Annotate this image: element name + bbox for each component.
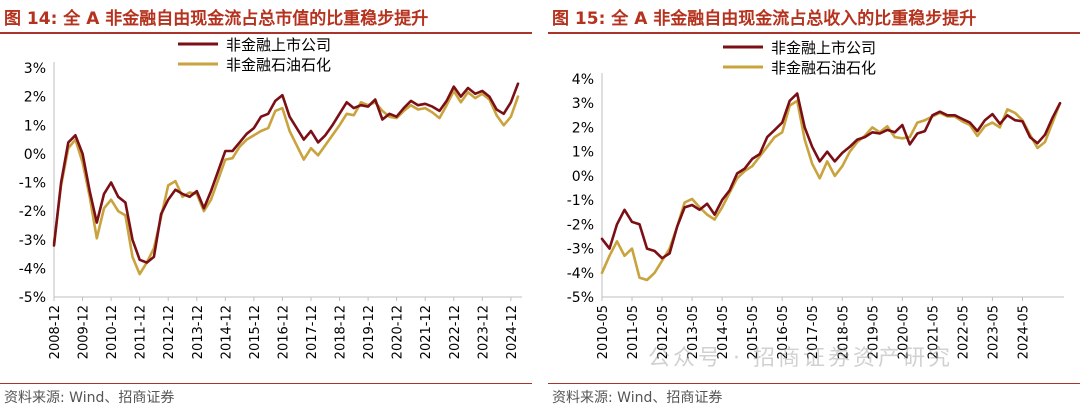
x-tick-label: 2011-05 [626, 305, 641, 359]
y-tick-label: 3% [24, 61, 46, 77]
chart-title: 图 14: 全 A 非金融自由现金流占总市值的比重稳步提升 [4, 4, 428, 29]
x-tick-label: 2013-05 [686, 305, 701, 359]
y-tick-label: 2% [24, 90, 46, 106]
x-tick-label: 2014-12 [219, 305, 234, 359]
x-tick-label: 2019-12 [362, 305, 377, 359]
line-chart: 4% 3% 2% 1% 0% -1% -2% -3% -4% -5%2010-05 2011-05 2… [567, 39, 1064, 359]
line-chart: 3% 2% 1% 0% -1% -2% -3% -4% -5%2008-12 2009-12 201… [19, 36, 522, 359]
x-tick-label: 2023-05 [986, 305, 1001, 359]
x-tick-label: 2009-12 [77, 305, 92, 359]
y-tick-label: -1% [567, 193, 594, 209]
title-divider [548, 32, 1080, 34]
x-tick-label: 2012-12 [162, 305, 177, 359]
x-tick-label: 2023-12 [476, 305, 491, 359]
x-tick-label: 2022-05 [956, 305, 971, 359]
x-tick-label: 2008-12 [48, 305, 63, 359]
x-tick-label: 2018-12 [334, 305, 349, 359]
y-tick-label: 2% [572, 120, 594, 136]
x-tick-label: 2010-12 [105, 305, 120, 359]
right-chart-panel: 图 15: 全 A 非金融自由现金流占总收入的比重稳步提升 4% 3% 2% 1% 0%… [548, 0, 1080, 408]
y-tick-label: -1% [19, 176, 46, 192]
y-tick-label: -5% [567, 290, 594, 306]
y-tick-label: 1% [24, 118, 46, 134]
x-tick-label: 2013-12 [191, 305, 206, 359]
y-tick-label: -3% [567, 242, 594, 258]
figure-title: 全 A 非金融自由现金流占总市值的比重稳步提升 [63, 9, 429, 29]
figure-label: 图 14: [4, 9, 58, 29]
legend-label: 非金融石油石化 [771, 59, 876, 77]
y-tick-label: -2% [19, 204, 46, 220]
x-tick-label: 2010-05 [596, 305, 611, 359]
x-tick-label: 2024-12 [505, 305, 520, 359]
y-tick-label: 0% [24, 147, 46, 163]
x-tick-label: 2020-05 [896, 305, 911, 359]
legend-label: 非金融上市公司 [771, 39, 876, 57]
y-tick-label: 4% [572, 72, 594, 88]
source-note: 资料来源: Wind、招商证券 [4, 390, 175, 406]
figure-title: 全 A 非金融自由现金流占总收入的比重稳步提升 [611, 9, 977, 29]
x-tick-label: 2017-12 [305, 305, 320, 359]
x-tick-label: 2016-12 [276, 305, 291, 359]
bottom-divider [0, 383, 532, 384]
x-tick-label: 2016-05 [776, 305, 791, 359]
x-tick-label: 2024-05 [1016, 305, 1031, 359]
chart-title: 图 15: 全 A 非金融自由现金流占总收入的比重稳步提升 [552, 4, 976, 29]
x-tick-label: 2020-12 [391, 305, 406, 359]
source-note: 资料来源: Wind、招商证券 [552, 390, 723, 406]
x-tick-label: 2011-12 [134, 305, 149, 359]
legend-label: 非金融石油石化 [226, 56, 331, 74]
x-tick-label: 2012-05 [656, 305, 671, 359]
title-divider [0, 32, 532, 34]
x-tick-label: 2017-05 [806, 305, 821, 359]
x-tick-label: 2022-12 [448, 305, 463, 359]
x-tick-label: 2015-05 [746, 305, 761, 359]
series-line-nonfinancial-ex-petro [52, 89, 520, 276]
x-tick-label: 2014-05 [716, 305, 731, 359]
x-tick-label: 2018-05 [836, 305, 851, 359]
figure-label: 图 15: [552, 9, 606, 29]
y-tick-label: -2% [567, 217, 594, 233]
y-tick-label: -5% [19, 290, 46, 306]
x-tick-label: 2021-05 [926, 305, 941, 359]
x-tick-label: 2015-12 [248, 305, 263, 359]
series-line-nonfinancial [600, 92, 1062, 260]
x-tick-label: 2019-05 [866, 305, 881, 359]
series-line-nonfinancial [52, 82, 520, 264]
x-tick-label: 2021-12 [419, 305, 434, 359]
watermark: 公众号 · 招商证券资产研究 [648, 346, 953, 371]
y-tick-label: 3% [572, 96, 594, 112]
legend-label: 非金融上市公司 [226, 36, 331, 54]
y-tick-label: -4% [567, 266, 594, 282]
y-tick-label: -4% [19, 261, 46, 277]
y-tick-label: 1% [572, 145, 594, 161]
left-chart-panel: 图 14: 全 A 非金融自由现金流占总市值的比重稳步提升 3% 2% 1% 0% -1… [0, 0, 532, 408]
y-tick-label: -3% [19, 233, 46, 249]
y-tick-label: 0% [572, 169, 594, 185]
bottom-divider [548, 383, 1080, 384]
